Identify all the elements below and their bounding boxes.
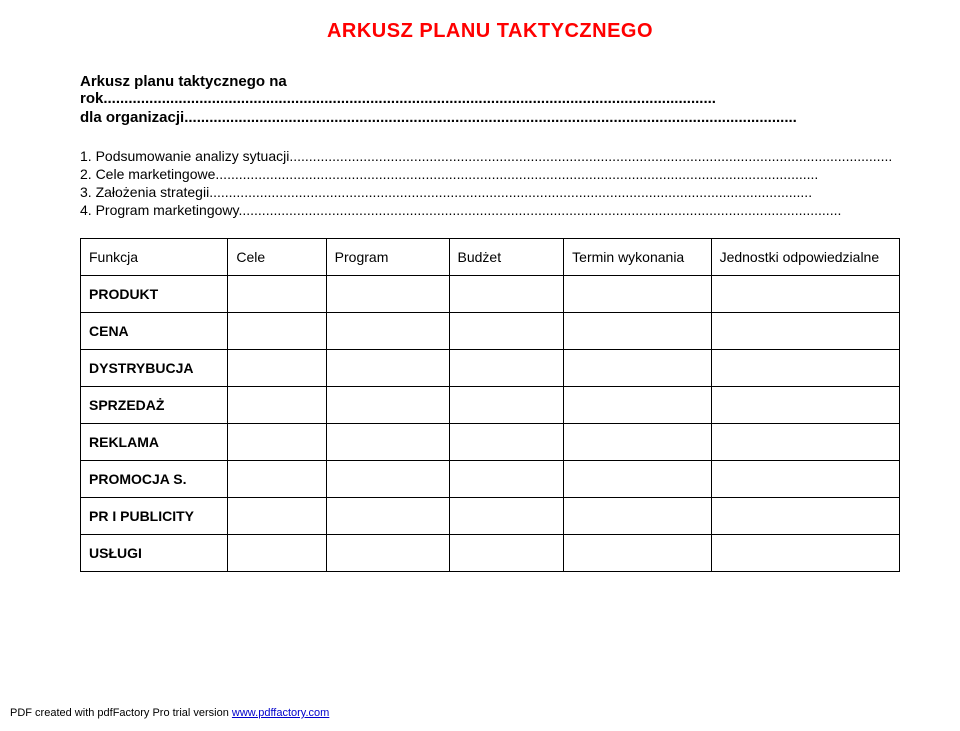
footer: PDF created with pdfFactory Pro trial ve… — [10, 707, 329, 719]
item3-dots: ........................................… — [209, 184, 812, 200]
header-jednostki: Jednostki odpowiedzialne — [711, 239, 899, 276]
row-promocja: PROMOCJA S. — [81, 461, 228, 498]
table-row: SPRZEDAŻ — [81, 387, 900, 424]
header-cele: Cele — [228, 239, 326, 276]
row-pr: PR I PUBLICITY — [81, 498, 228, 535]
item1-dots: ........................................… — [289, 148, 892, 164]
plan-table: Funkcja Cele Program Budżet Termin wykon… — [80, 238, 900, 572]
table-row: PROMOCJA S. — [81, 461, 900, 498]
row-dystrybucja: DYSTRYBUCJA — [81, 350, 228, 387]
row-reklama: REKLAMA — [81, 424, 228, 461]
item2-text: 2. Cele marketingowe — [80, 166, 215, 182]
org-line: dla organizacji.........................… — [80, 109, 900, 126]
item4-dots: ........................................… — [238, 202, 841, 218]
footer-link[interactable]: www.pdffactory.com — [232, 707, 329, 719]
row-sprzedaz: SPRZEDAŻ — [81, 387, 228, 424]
page-title: ARKUSZ PLANU TAKTYCZNEGO — [80, 20, 900, 43]
table-header-row: Funkcja Cele Program Budżet Termin wykon… — [81, 239, 900, 276]
table-row: DYSTRYBUCJA — [81, 350, 900, 387]
item3-text: 3. Założenia strategii — [80, 184, 209, 200]
row-produkt: PRODUKT — [81, 276, 228, 313]
row-cena: CENA — [81, 313, 228, 350]
header-budzet: Budżet — [449, 239, 564, 276]
header-termin: Termin wykonania — [564, 239, 711, 276]
list-item-4: 4. Program marketingowy.................… — [80, 202, 900, 218]
subtitle-line: Arkusz planu taktycznego na rok.........… — [80, 73, 900, 107]
item4-text: 4. Program marketingowy — [80, 202, 238, 218]
table-row: PR I PUBLICITY — [81, 498, 900, 535]
table-row: CENA — [81, 313, 900, 350]
org-dots: ........................................… — [184, 109, 797, 126]
list-item-3: 3. Założenia strategii..................… — [80, 184, 900, 200]
item2-dots: ........................................… — [215, 166, 818, 182]
item1-text: 1. Podsumowanie analizy sytuacji — [80, 148, 289, 164]
list-item-2: 2. Cele marketingowe....................… — [80, 166, 900, 182]
table-row: PRODUKT — [81, 276, 900, 313]
org-prefix: dla organizacji — [80, 109, 184, 126]
table-row: USŁUGI — [81, 535, 900, 572]
list-item-1: 1. Podsumowanie analizy sytuacji........… — [80, 148, 900, 164]
table-row: REKLAMA — [81, 424, 900, 461]
footer-text: PDF created with pdfFactory Pro trial ve… — [10, 707, 232, 719]
header-program: Program — [326, 239, 449, 276]
row-uslugi: USŁUGI — [81, 535, 228, 572]
subtitle-dots: ........................................… — [103, 90, 716, 107]
header-funkcja: Funkcja — [81, 239, 228, 276]
